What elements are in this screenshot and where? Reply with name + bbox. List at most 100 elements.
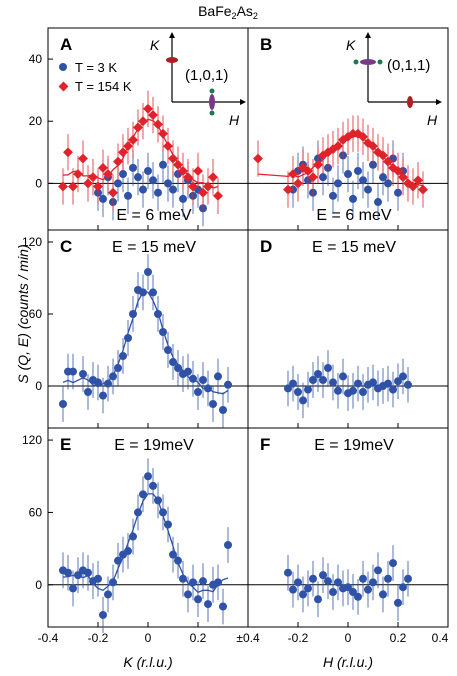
- panel-d-point: [394, 377, 402, 386]
- panel-a-point: [113, 156, 123, 167]
- panel-a-series-1: [58, 90, 223, 214]
- panel-a-ytick-label: 40: [29, 52, 43, 66]
- inset-a: K H (1,0,1): [150, 32, 246, 128]
- panel-d-point: [299, 396, 307, 405]
- inset-a-dot-bottom: [209, 110, 215, 116]
- panel-a-ytick-label: 20: [29, 114, 43, 128]
- panel-b-point: [329, 191, 337, 200]
- panel-d-point: [329, 378, 337, 387]
- panel-d-point: [399, 372, 407, 381]
- x-axis-label-left: K (r.l.u.): [123, 654, 172, 670]
- panel-e-energy-label: E = 19meV: [114, 437, 194, 454]
- panel-d-point: [294, 388, 302, 396]
- panel-a-point: [73, 169, 83, 180]
- panel-b-point: [364, 185, 372, 194]
- panel-c-point: [99, 391, 107, 400]
- inset-a-k-label: K: [150, 37, 160, 53]
- legend: T = 3 K T = 154 K: [58, 60, 132, 94]
- panel-e-point: [159, 508, 167, 517]
- panel-b-point: [384, 179, 392, 188]
- inset-a-dot-top: [209, 88, 215, 94]
- panel-a-point: [173, 159, 183, 170]
- panel-c-point: [124, 334, 132, 342]
- panel-f-point: [289, 585, 297, 594]
- x-tick-label-right: 0.2: [390, 631, 407, 645]
- panel-e: E E = 19meV 0 60 120: [22, 427, 249, 633]
- inset-b-h-label: H: [427, 112, 438, 128]
- panel-c-energy-label: E = 15 meV: [112, 239, 196, 256]
- panel-f-point: [324, 577, 332, 586]
- panel-f-point: [394, 598, 402, 607]
- panel-a-point: [63, 147, 73, 158]
- panel-f-point: [404, 574, 412, 583]
- panel-b-letter: B: [260, 35, 272, 54]
- panel-e-point: [214, 578, 222, 587]
- panel-e-point: [204, 600, 212, 609]
- legend-label-red: T = 154 K: [75, 79, 132, 94]
- panel-a-point: [203, 181, 213, 192]
- panel-a-point: [158, 128, 168, 139]
- panel-e-ytick-label: 60: [29, 505, 43, 519]
- panel-e-point: [64, 568, 72, 577]
- panel-b-point: [383, 156, 393, 167]
- panel-b: B E = 6 meV: [247, 27, 449, 231]
- inset-b-h-arrow-icon: [436, 99, 442, 105]
- panel-c-point: [109, 372, 117, 381]
- panel-d-point: [339, 372, 347, 381]
- x-tick-label-right: -0.2: [288, 631, 309, 645]
- panel-c-point: [159, 328, 167, 336]
- panel-e-point: [169, 550, 177, 559]
- panel-a-point: [138, 116, 148, 127]
- panel-e-point: [199, 577, 207, 586]
- panel-c-point: [154, 310, 162, 318]
- panel-f-point: [374, 566, 382, 575]
- inset-a-peak-red: [166, 57, 178, 63]
- panel-c-point: [214, 372, 222, 381]
- panel-e-point: [179, 574, 187, 583]
- panel-b-point: [413, 175, 423, 186]
- panel-c-point: [224, 380, 232, 389]
- panel-e-point: [149, 481, 157, 490]
- panel-f-point: [294, 578, 302, 587]
- panel-d-point: [359, 388, 367, 396]
- panel-e-point: [114, 556, 122, 565]
- panel-d-point: [404, 380, 412, 389]
- panel-a-point: [198, 187, 208, 198]
- panel-f-point: [299, 590, 307, 599]
- panel-a-ytick-label: 0: [35, 176, 42, 190]
- panel-d-point: [334, 386, 342, 395]
- panel-b-point: [394, 188, 402, 197]
- x-tick-label-right: 0.4: [432, 631, 449, 645]
- panel-c: C E = 15 meV 0 60 120: [22, 229, 249, 429]
- inset-b-dot-right: [377, 59, 383, 65]
- panel-b-point: [369, 160, 377, 169]
- legend-marker-red: [58, 81, 69, 92]
- panel-f-point: [359, 574, 367, 583]
- panel-f-point: [354, 592, 362, 601]
- panel-a-point: [153, 119, 163, 130]
- panel-e-point: [194, 595, 202, 604]
- inset-a-peak-purple: [209, 94, 215, 110]
- panel-b-point: [398, 172, 408, 183]
- panel-f-point: [344, 583, 352, 592]
- panel-b-point: [344, 170, 352, 179]
- panel-f-point: [364, 585, 372, 594]
- panel-a-point: [213, 190, 223, 201]
- panel-e-point: [74, 571, 82, 580]
- panel-e-point: [104, 590, 112, 599]
- panel-b-point: [368, 141, 378, 152]
- panel-a-point: [78, 153, 88, 164]
- panel-a-point: [148, 110, 158, 120]
- panel-e-point: [134, 508, 142, 517]
- panel-c-letter: C: [60, 237, 72, 256]
- panel-d-point: [369, 378, 377, 387]
- x-tick-label-left: -0.4: [38, 631, 59, 645]
- panel-f-point: [379, 590, 387, 599]
- panel-b-series-1: [253, 115, 428, 208]
- inset-a-h-arrow-icon: [240, 99, 246, 105]
- panel-c-point: [149, 288, 157, 297]
- panel-c-point: [79, 370, 87, 378]
- panel-a-point: [118, 147, 128, 158]
- panel-b-point: [253, 153, 263, 164]
